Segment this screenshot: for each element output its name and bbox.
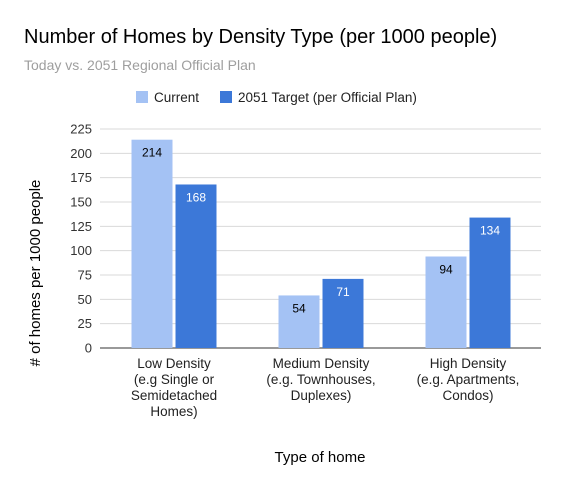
legend-label: Current bbox=[154, 90, 199, 105]
chart-subtitle: Today vs. 2051 Regional Official Plan bbox=[24, 57, 256, 73]
x-axis-title: Type of home bbox=[275, 449, 366, 466]
data-label: 168 bbox=[186, 190, 206, 204]
y-tick-label: 25 bbox=[78, 316, 92, 331]
y-axis-title: # of homes per 1000 people bbox=[27, 180, 44, 367]
x-tick-label: Medium Density bbox=[273, 356, 370, 371]
y-tick-label: 175 bbox=[70, 170, 92, 185]
data-label: 54 bbox=[292, 301, 306, 315]
y-tick-label: 125 bbox=[70, 219, 92, 234]
bar bbox=[425, 256, 467, 348]
x-tick-label: Condos) bbox=[442, 388, 493, 403]
x-tick-label: Homes) bbox=[150, 404, 197, 419]
y-tick-label: 200 bbox=[70, 146, 92, 161]
bar bbox=[469, 217, 511, 348]
bar bbox=[175, 184, 217, 348]
x-tick-label: Low Density bbox=[137, 356, 211, 371]
x-tick-label: (e.g. Apartments, bbox=[417, 372, 520, 387]
legend-label: 2051 Target (per Official Plan) bbox=[238, 90, 417, 105]
legend-swatch bbox=[136, 91, 148, 103]
y-tick-label: 225 bbox=[70, 122, 92, 137]
x-tick-label: (e.g. Townhouses, bbox=[266, 372, 375, 387]
y-tick-label: 100 bbox=[70, 243, 92, 258]
data-label: 214 bbox=[142, 146, 162, 160]
data-label: 94 bbox=[439, 263, 453, 277]
data-label: 71 bbox=[336, 285, 350, 299]
y-tick-label: 150 bbox=[70, 195, 92, 210]
chart-title: Number of Homes by Density Type (per 100… bbox=[24, 26, 498, 48]
bar bbox=[322, 278, 364, 348]
legend-swatch bbox=[220, 91, 232, 103]
x-tick-label: High Density bbox=[430, 356, 507, 371]
x-tick-label: Semidetached bbox=[131, 388, 217, 403]
x-tick-label: Duplexes) bbox=[291, 388, 352, 403]
data-label: 134 bbox=[480, 224, 500, 238]
y-tick-label: 50 bbox=[78, 292, 92, 307]
x-tick-label: (e.g Single or bbox=[134, 372, 215, 387]
bar bbox=[278, 295, 320, 348]
bar bbox=[131, 139, 173, 348]
y-tick-label: 0 bbox=[85, 341, 92, 356]
y-tick-label: 75 bbox=[78, 268, 92, 283]
